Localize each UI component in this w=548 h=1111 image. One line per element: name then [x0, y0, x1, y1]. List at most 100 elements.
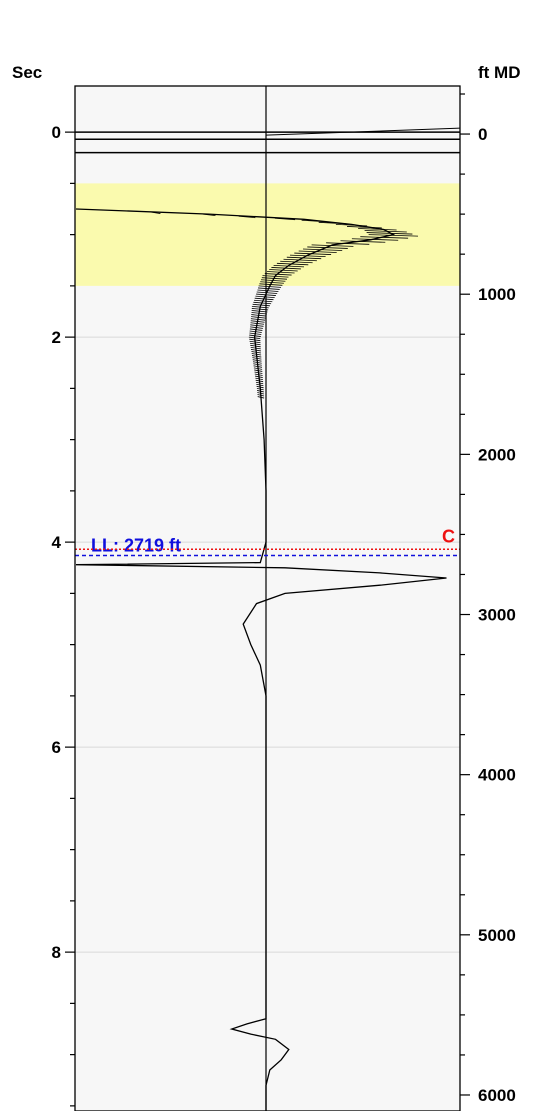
left-axis-tick-label: 8	[52, 943, 61, 962]
trace-wiggle	[335, 223, 368, 227]
trace-wiggle	[266, 271, 295, 274]
right-axis-tick-label: 5000	[478, 926, 516, 945]
trace-wiggle	[346, 226, 382, 229]
trace-wiggle	[261, 277, 288, 280]
plot-frame	[74, 85, 461, 1111]
trace-wiggle	[318, 221, 347, 225]
left-axis-tick-label: 0	[52, 123, 61, 142]
trace-wiggle	[251, 310, 268, 313]
right-axis-tick-label: 6000	[478, 1086, 516, 1105]
trace-wiggle	[238, 215, 256, 219]
trace-wiggle	[280, 260, 313, 264]
left-axis-label: Sec	[12, 63, 42, 82]
trace-wiggle	[249, 334, 261, 337]
trace-wiggle	[364, 230, 407, 233]
trace-wiggle	[294, 252, 332, 255]
left-axis-tick-label: 2	[52, 328, 61, 347]
right-axis-tick-label: 1000	[478, 285, 516, 304]
grid-layer	[75, 336, 460, 953]
trace-wiggle	[251, 351, 262, 354]
trace-wiggle	[249, 342, 261, 346]
trace-wiggle	[250, 326, 263, 329]
trace-wiggle	[283, 258, 317, 262]
trace-wiggle	[250, 322, 265, 325]
trace-wiggle	[259, 283, 283, 286]
trace-wiggle	[256, 387, 264, 391]
trace-wiggle	[307, 246, 348, 249]
trace-wiggle	[151, 211, 161, 214]
trace-wiggle	[257, 394, 265, 397]
marker-label-c: C	[442, 526, 455, 546]
trace-wiggle	[249, 328, 263, 331]
trace-wiggle	[260, 281, 284, 284]
trace-wiggle	[253, 367, 263, 370]
trace-wiggle	[252, 361, 262, 364]
trace-wiggle	[253, 363, 262, 366]
trace-wiggle	[251, 316, 266, 319]
trace-wiggle	[256, 383, 264, 387]
trace-wiggle	[253, 301, 272, 305]
trace-wiggle	[257, 392, 264, 395]
trace-wiggle	[254, 297, 274, 301]
right-axis-tick-label: 4000	[478, 766, 516, 785]
trace-wiggle	[254, 371, 263, 374]
left-axis-tick-label: 4	[52, 533, 62, 552]
trace-series-line	[75, 208, 447, 1111]
trace-wiggle	[257, 396, 265, 399]
trace-wiggle	[251, 305, 269, 309]
trace-wiggle	[250, 320, 265, 323]
trace-wiggle	[286, 256, 322, 260]
trace-wiggle	[255, 379, 264, 383]
trace-wiggle	[273, 264, 305, 268]
trace-wiggle	[249, 338, 261, 342]
trace-wiggle	[256, 293, 276, 296]
marker-label-ll: LL: 2719 ft	[91, 535, 181, 555]
trace-wiggle	[274, 217, 296, 221]
trace-wiggle	[262, 275, 289, 278]
trace-wiggle	[251, 308, 269, 311]
right-axis-tick-label: 0	[478, 125, 487, 144]
right-axis-layer: 0 1000 2000 3000 4000 5000 6000	[460, 93, 516, 1105]
trace-wiggle	[250, 346, 261, 350]
trace-wiggle	[255, 381, 264, 385]
trace-wiggle	[249, 332, 262, 335]
trace-wiggle	[260, 279, 286, 282]
trace-wiggle	[360, 236, 409, 239]
trace-wiggle	[254, 373, 263, 376]
trace-wiggle	[301, 219, 326, 223]
trace-wiggle	[255, 377, 263, 381]
trace-wiggle	[256, 385, 264, 389]
trace-wiggle	[302, 248, 343, 251]
left-axis-layer: 0 2 4 6 8	[52, 123, 75, 1107]
trace-wiggle	[258, 285, 282, 288]
trace-wiggle	[251, 355, 262, 358]
shaded-zone	[75, 183, 460, 286]
trace-wiggle	[249, 330, 262, 333]
trace-wiggle	[256, 291, 278, 294]
trace-wiggle	[257, 289, 279, 292]
trace-wiggle	[252, 359, 262, 362]
marker-layer: LL: 2719 ft C	[75, 526, 460, 557]
trace-wiggle	[257, 287, 280, 290]
trace-wiggle	[276, 262, 309, 266]
trace-wiggle	[250, 324, 264, 327]
trace-wiggle	[250, 349, 261, 352]
trace-wiggle	[255, 295, 275, 299]
trace-wiggle	[251, 312, 267, 315]
trace-wiggle	[254, 369, 263, 372]
right-axis-tick-label: 3000	[478, 606, 516, 625]
trace-wiggle	[257, 390, 264, 393]
trace-wiggle	[250, 344, 261, 348]
trace-wiggle	[326, 242, 370, 245]
trace-wiggle	[298, 250, 337, 253]
top-lines-layer	[75, 131, 460, 154]
trace-wiggle	[249, 340, 261, 344]
trace-wiggle	[351, 238, 399, 241]
right-axis-label: ft MD	[478, 63, 520, 82]
left-axis-tick-label: 6	[52, 738, 61, 757]
trace-wiggle	[253, 299, 273, 303]
trace-wiggle	[202, 213, 216, 217]
trace-wiggle	[250, 318, 266, 321]
